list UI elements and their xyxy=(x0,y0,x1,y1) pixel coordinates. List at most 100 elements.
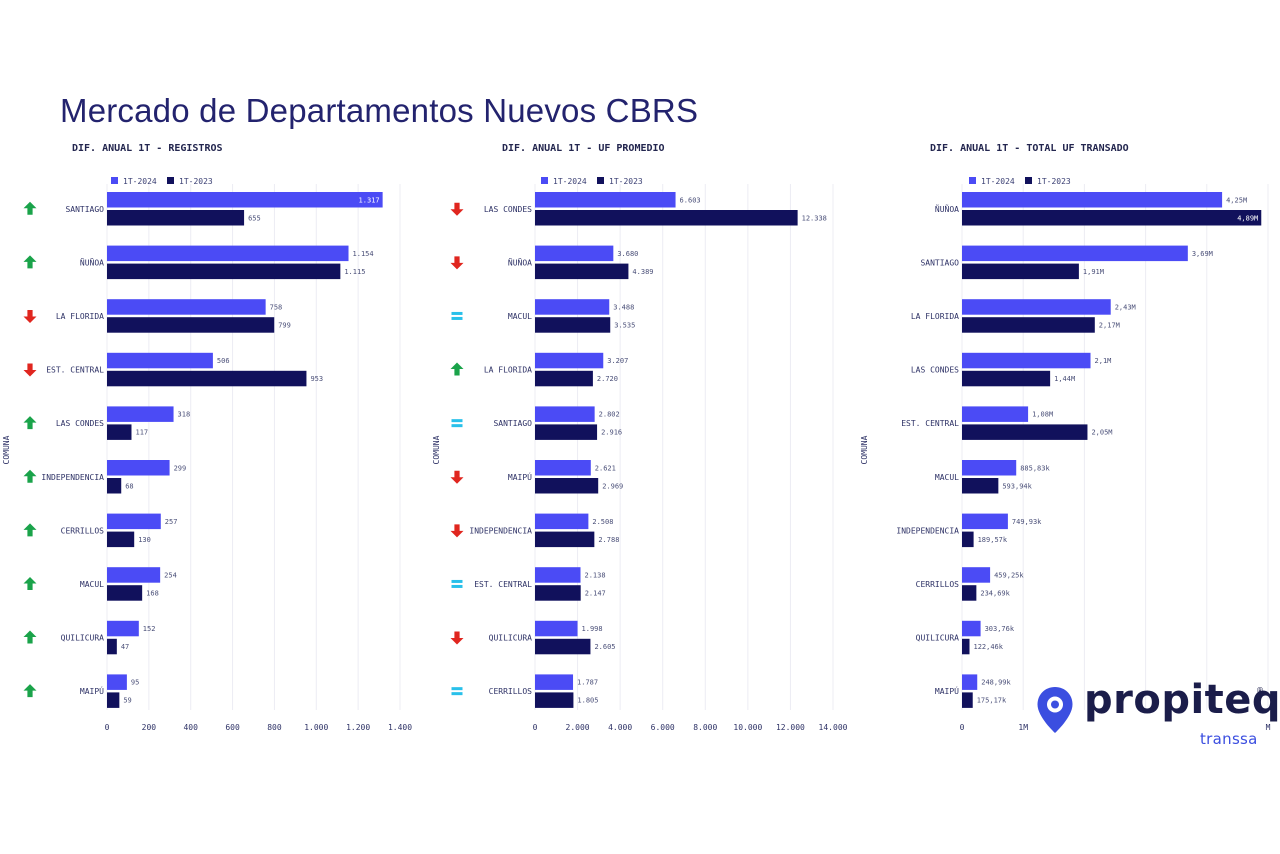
data-label: 12.338 xyxy=(802,214,827,222)
chart-total-uf-transado: DIF. ANUAL 1T - TOTAL UF TRANSADO 1T-2024… xyxy=(860,143,1271,732)
bar-current xyxy=(535,192,676,208)
category-row: EST. CENTRAL 506 953 xyxy=(23,352,323,387)
category-label: CERRILLOS xyxy=(61,526,105,535)
category-row: SANTIAGO 1.317 655 xyxy=(23,192,383,226)
bar-current xyxy=(107,620,139,637)
data-label: 2.605 xyxy=(594,643,615,651)
category-label: QUILICURA xyxy=(61,634,105,643)
x-tick-label: 2.000 xyxy=(566,723,590,732)
category-label: CERRILLOS xyxy=(916,580,960,589)
brand-subtitle: transsa xyxy=(1200,730,1258,748)
category-row: INDEPENDENCIA 299 68 xyxy=(23,460,187,494)
x-tick-label: 200 xyxy=(142,723,157,732)
x-tick-label: 1.000 xyxy=(304,723,328,732)
data-label: 885,83k xyxy=(1020,464,1050,472)
location-pin-icon xyxy=(1037,687,1073,733)
category-row: LA FLORIDA 2,43M 2,17M xyxy=(911,299,1136,333)
data-label: 6.603 xyxy=(680,196,701,204)
category-label: LA FLORIDA xyxy=(484,366,532,375)
x-tick-label: 0 xyxy=(960,723,965,732)
data-label: 459,25k xyxy=(994,571,1024,579)
x-tick-label: 14.000 xyxy=(819,723,848,732)
data-label: 1.317 xyxy=(359,196,380,204)
bar-current xyxy=(962,674,978,690)
category-label: SANTIAGO xyxy=(493,419,532,428)
category-label: QUILICURA xyxy=(916,634,960,643)
bar-previous xyxy=(535,210,798,226)
chart-title: DIF. ANUAL 1T - TOTAL UF TRANSADO xyxy=(930,143,1129,154)
bar-previous xyxy=(962,370,1051,387)
bar-previous xyxy=(962,317,1095,333)
category-label: EST. CENTRAL xyxy=(901,419,959,428)
data-label: 189,57k xyxy=(978,536,1008,544)
category-row: SANTIAGO 2.802 2.916 xyxy=(451,406,622,440)
category-label: INDEPENDENCIA xyxy=(469,526,532,535)
category-row: MACUL 3.488 3.535 xyxy=(451,299,635,333)
category-label: LA FLORIDA xyxy=(56,312,104,321)
brand-name: propiteq xyxy=(1084,677,1280,723)
data-label: 1,91M xyxy=(1083,268,1104,276)
category-row: SANTIAGO 3,69M 1,91M xyxy=(920,245,1213,280)
bar-previous xyxy=(962,263,1079,280)
data-label: 2,05M xyxy=(1091,429,1112,437)
category-row: QUILICURA 303,76k 122,46k xyxy=(916,620,1015,655)
bar-current xyxy=(107,245,349,262)
bar-current xyxy=(107,299,266,315)
bar-current xyxy=(962,406,1029,422)
category-row: LA FLORIDA 758 799 xyxy=(23,299,291,333)
category-row: MAIPÚ 248,99k 175,17k xyxy=(935,674,1012,708)
bar-previous xyxy=(535,638,591,655)
arrow-down-icon xyxy=(450,470,464,484)
arrow-down-icon xyxy=(450,524,464,538)
y-axis-title: COMUNA xyxy=(2,435,11,464)
data-label: 655 xyxy=(248,214,261,222)
x-tick-label: 800 xyxy=(267,723,282,732)
category-label: EST. CENTRAL xyxy=(46,366,104,375)
arrow-down-icon xyxy=(450,631,464,645)
equal-icon xyxy=(451,419,463,423)
legend-label-current: 1T-2024 xyxy=(123,177,157,186)
legend-swatch-previous xyxy=(167,177,174,184)
data-label: 2,1M xyxy=(1095,357,1112,365)
bar-previous xyxy=(962,692,973,708)
bar-previous xyxy=(107,210,245,226)
data-label: 593,94k xyxy=(1002,482,1032,490)
category-label: LA FLORIDA xyxy=(911,312,959,321)
category-label: QUILICURA xyxy=(489,634,533,643)
data-label: 234,69k xyxy=(980,589,1010,597)
category-row: INDEPENDENCIA 749,93k 189,57k xyxy=(896,513,1042,548)
category-label: MAIPÚ xyxy=(508,471,532,482)
arrow-down-icon xyxy=(450,202,464,216)
data-label: 1.998 xyxy=(582,625,603,633)
data-label: 95 xyxy=(131,679,139,687)
bar-current xyxy=(962,299,1111,315)
data-label: 303,76k xyxy=(985,625,1015,633)
data-label: 3,69M xyxy=(1192,250,1213,258)
bar-current xyxy=(535,352,604,369)
legend-swatch-current xyxy=(969,177,976,184)
data-label: 4,89M xyxy=(1237,214,1258,222)
category-row: LA FLORIDA 3.207 2.720 xyxy=(450,352,628,387)
bar-current xyxy=(107,674,127,690)
bar-current xyxy=(962,620,981,637)
bar-current xyxy=(535,674,574,690)
bar-previous xyxy=(107,263,341,280)
bar-previous xyxy=(535,531,595,548)
x-tick-label: 600 xyxy=(225,723,240,732)
category-row: LAS CONDES 2,1M 1,44M xyxy=(911,352,1112,387)
bar-previous xyxy=(107,424,132,440)
bar-current xyxy=(962,352,1091,369)
x-tick-label: 0 xyxy=(105,723,110,732)
category-label: INDEPENDENCIA xyxy=(896,526,959,535)
legend-swatch-previous xyxy=(597,177,604,184)
data-label: 299 xyxy=(174,464,187,472)
legend: 1T-2024 1T-2023 xyxy=(111,177,213,186)
x-tick-label: 1.200 xyxy=(346,723,370,732)
category-row: INDEPENDENCIA 2.508 2.788 xyxy=(450,513,619,548)
equal-icon xyxy=(451,316,463,320)
category-row: MACUL 254 168 xyxy=(23,567,177,601)
legend: 1T-2024 1T-2023 xyxy=(541,177,643,186)
registered-mark: ® xyxy=(1256,686,1264,695)
category-row: CERRILLOS 257 130 xyxy=(23,513,177,548)
bar-current xyxy=(962,513,1008,530)
